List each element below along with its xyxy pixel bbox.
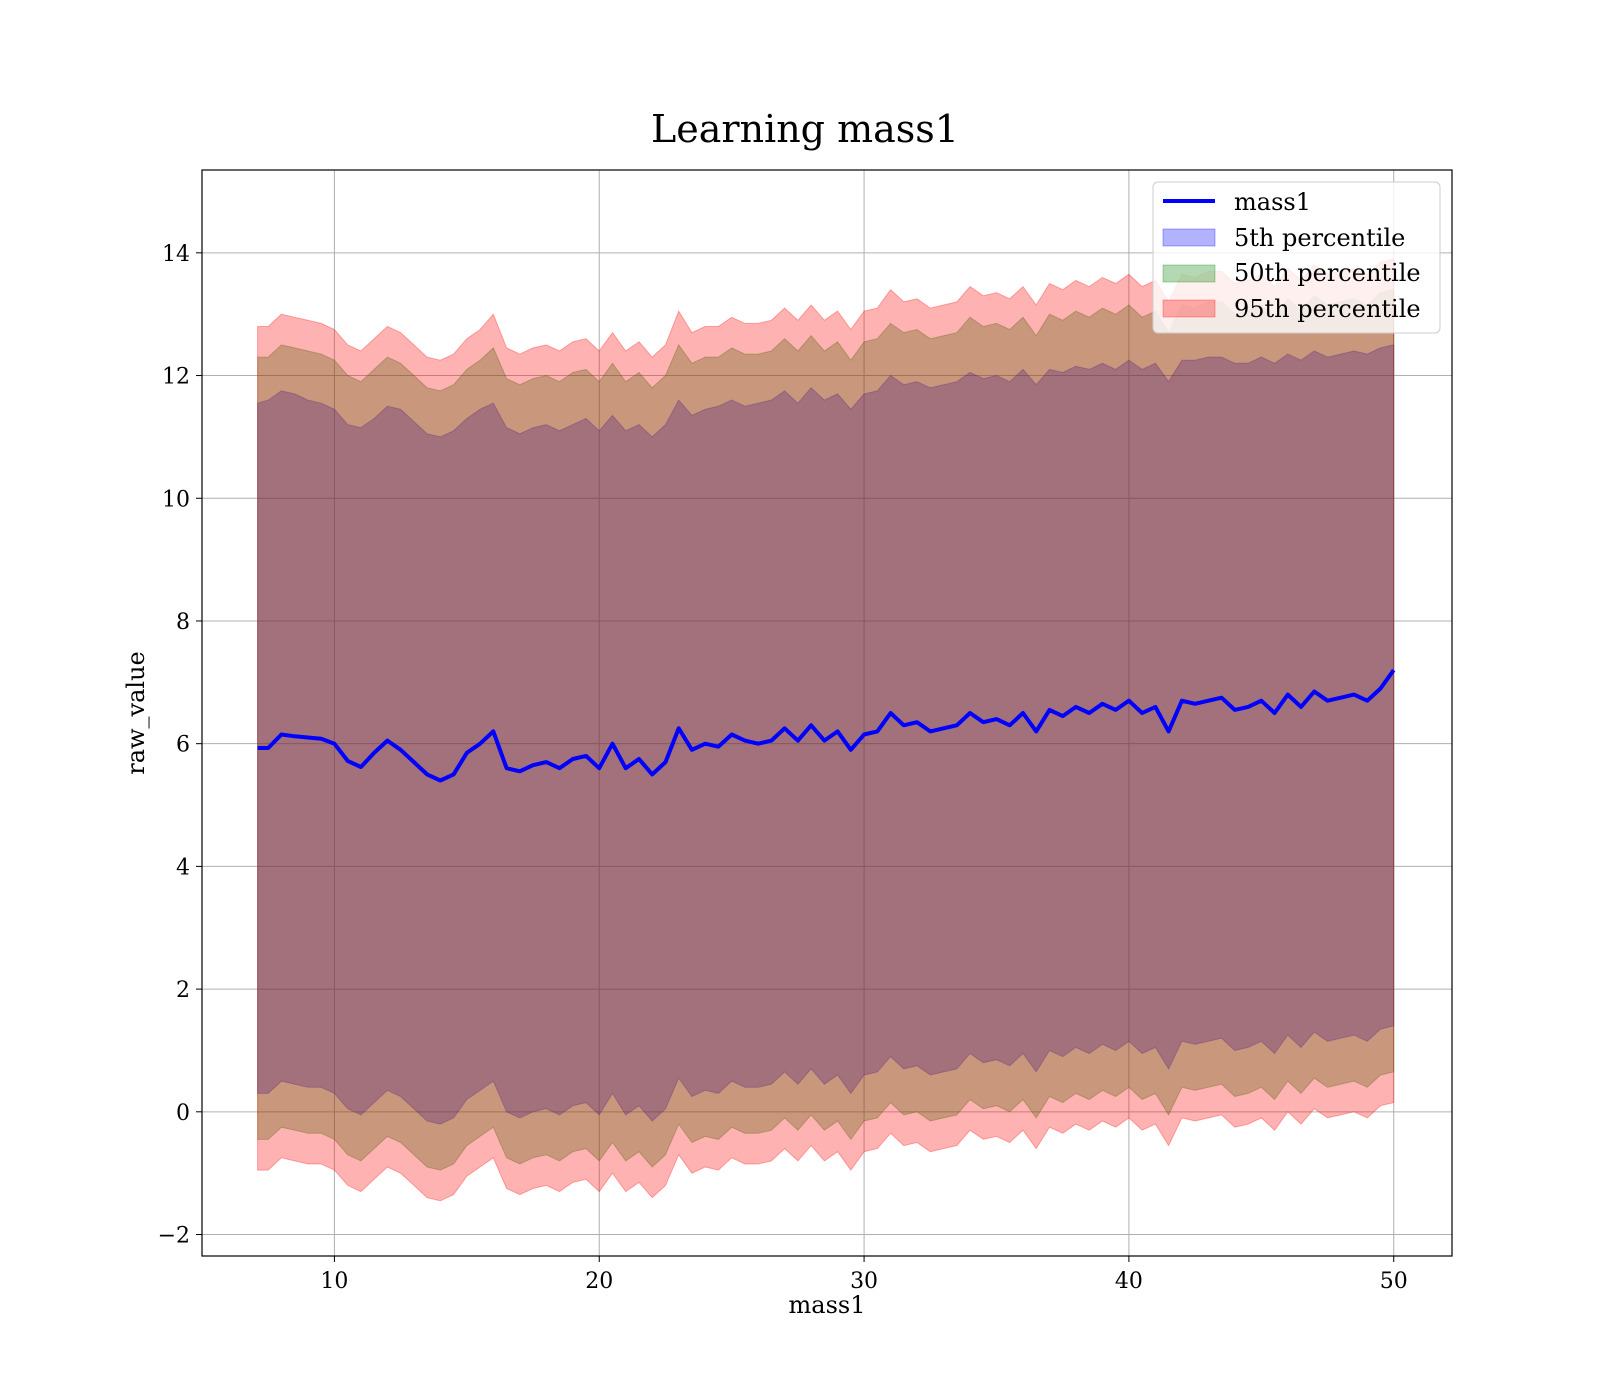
x-tick-label: 30 [850,1269,878,1294]
percentile-bands [257,258,1395,1202]
grid [202,170,1452,1256]
x-tick-label: 10 [320,1269,348,1294]
mass1-line-layer [257,668,1396,783]
y-tick-label: 12 [162,365,190,390]
plot-frame [201,169,1453,1257]
x-tick-label: 50 [1380,1269,1408,1294]
x-tick-label: 20 [585,1269,613,1294]
legend-swatch-5th [1162,228,1216,247]
y-tick-label: 6 [176,733,190,758]
x-tick-label: 40 [1115,1269,1143,1294]
mass1-line [257,668,1396,783]
legend-swatch-95th [1162,299,1216,318]
band-50th-percentile [257,288,1395,1171]
x-axis-label: mass1 [789,1291,866,1319]
legend: mass1 5th percentile 50th percentile 95t… [1152,181,1441,334]
legend-label-50th: 50th percentile [1234,259,1421,287]
legend-label-mass1: mass1 [1234,188,1311,216]
legend-swatch-50th [1162,264,1216,283]
legend-label-95th: 95th percentile [1234,295,1421,323]
y-tick-label: −2 [158,1224,190,1249]
y-tick-label: 8 [176,610,190,635]
y-axis-label: raw_value [122,651,150,775]
band-5th-percentile [257,344,1395,1125]
legend-box [1152,181,1441,334]
y-tick-label: 10 [162,487,190,512]
band-95th-percentile [257,258,1395,1202]
y-tick-label: 4 [176,855,190,880]
y-tick-label: 2 [176,978,190,1003]
legend-label-5th: 5th percentile [1234,224,1405,252]
chart-title: Learning mass1 [651,107,959,151]
y-tick-label: 14 [162,242,190,267]
y-tick-label: 0 [176,1101,190,1126]
x-axis-ticks: 10 20 30 40 50 [320,1256,1408,1294]
y-axis-ticks: −2 0 2 4 6 8 10 12 14 [158,242,202,1249]
